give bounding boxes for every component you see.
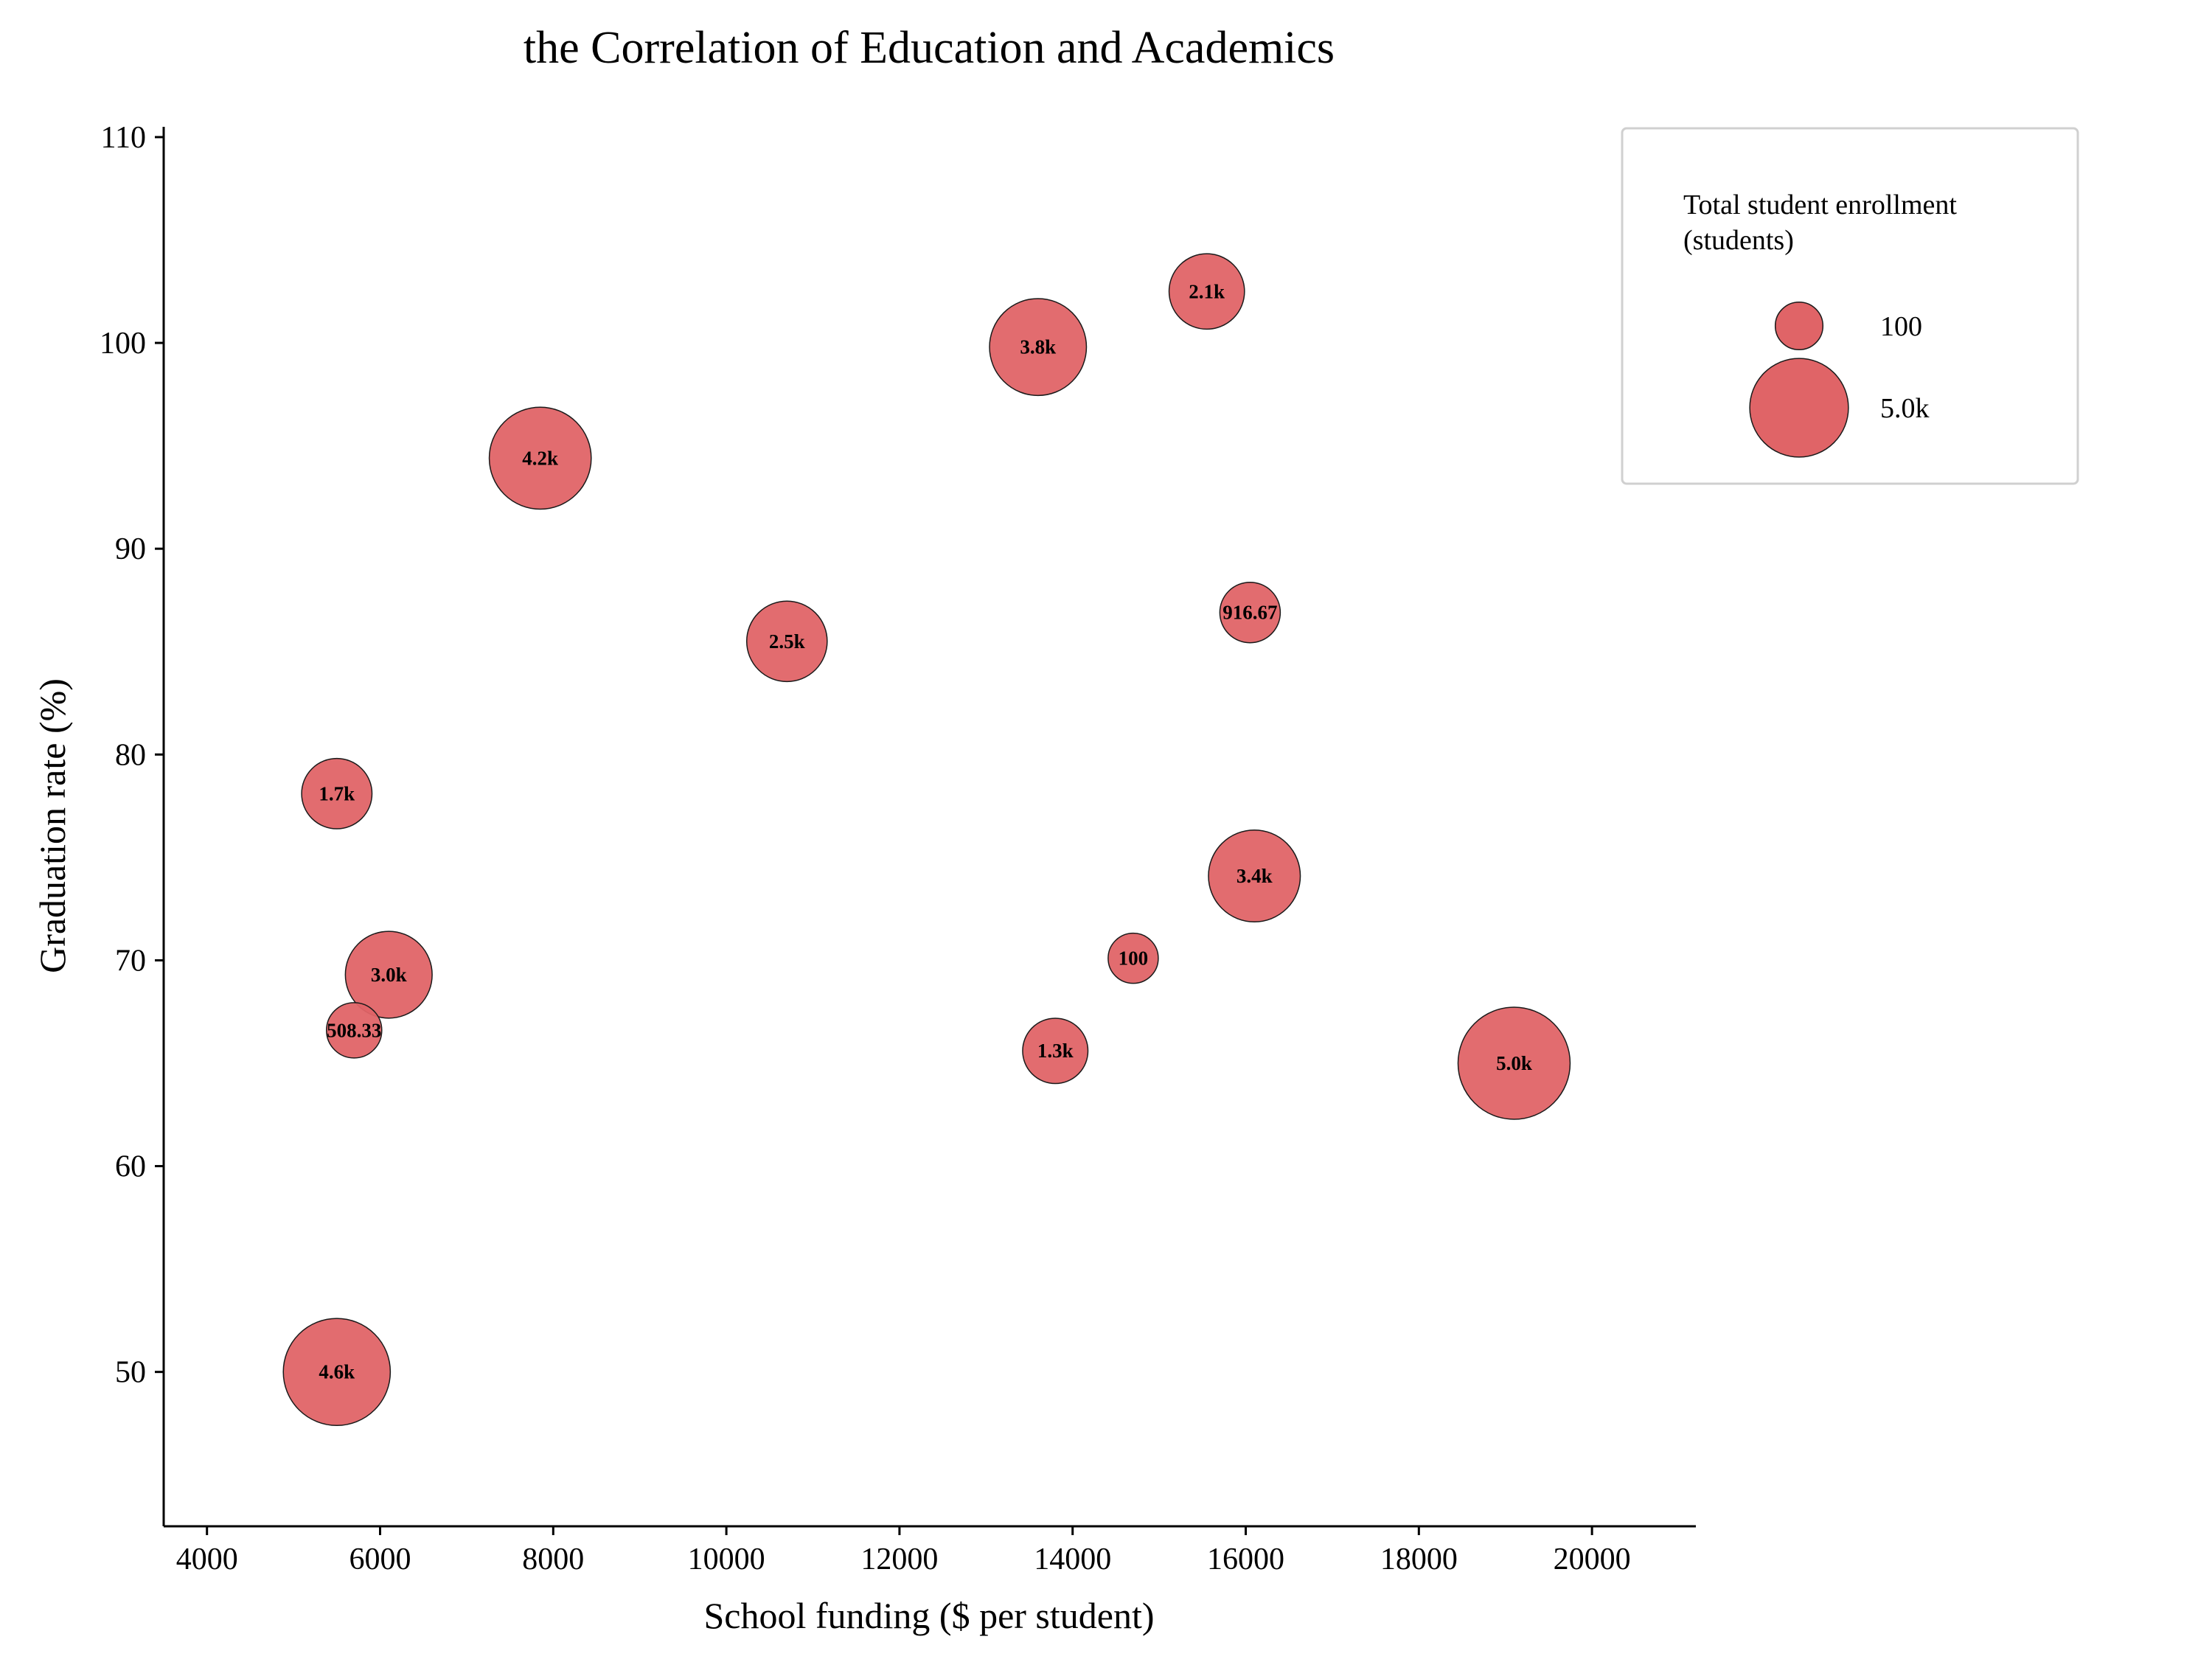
bubble-value-label: 5.0k <box>1496 1052 1532 1074</box>
y-tick-label: 70 <box>115 944 146 978</box>
data-bubble <box>1107 932 1159 984</box>
chart-title: the Correlation of Education and Academi… <box>524 23 1335 73</box>
y-tick-label: 80 <box>115 738 146 772</box>
legend-entries: 100 5.0k <box>1749 301 1930 458</box>
bubble-value-label: 916.67 <box>1222 602 1277 624</box>
legend-box <box>1621 127 2079 485</box>
legend-bubble <box>1774 301 1824 351</box>
x-tick-label: 12000 <box>860 1543 938 1576</box>
bubble-value-label: 3.8k <box>1020 336 1056 358</box>
x-tick-label: 14000 <box>1034 1543 1111 1576</box>
x-tick-label: 20000 <box>1554 1543 1631 1576</box>
bubble-value-label: 2.1k <box>1189 280 1225 302</box>
data-bubble <box>301 757 373 830</box>
legend-bubble <box>1749 358 1849 458</box>
bubble-value-label: 4.2k <box>522 447 558 469</box>
y-tick-label: 100 <box>100 327 146 361</box>
legend-entry-label: 100 <box>1880 311 1922 342</box>
bubble-value-label: 4.6k <box>319 1361 355 1383</box>
bubble-value-label: 1.7k <box>319 782 355 804</box>
bubble-layer: 2.1k 3.8k 4.2k 2.5k 916.67 1.7k 3.4k 100 3.0k 508… <box>282 253 1571 1426</box>
bubble-value-label: 100 <box>1119 947 1149 970</box>
bubble-value-label: 3.4k <box>1237 865 1273 887</box>
data-bubble <box>1208 829 1301 923</box>
data-bubble <box>1457 1006 1571 1120</box>
x-tick-label: 4000 <box>176 1543 238 1576</box>
x-axis-label: School funding ($ per student) <box>703 1595 1154 1636</box>
data-bubble <box>1022 1018 1089 1085</box>
y-tick-label: 50 <box>115 1356 146 1390</box>
x-tick-label: 10000 <box>688 1543 765 1576</box>
legend-title-line2: (students) <box>1683 225 1794 256</box>
bubble-value-label: 508.33 <box>327 1019 381 1041</box>
legend: Total student enrollment (students) 100 5… <box>1621 127 2079 485</box>
data-bubble <box>282 1318 392 1426</box>
x-tick-label: 6000 <box>349 1543 411 1576</box>
y-tick-label: 110 <box>101 121 146 155</box>
y-axis-label: Graduation rate (%) <box>32 678 73 973</box>
y-tick-label: 90 <box>115 532 146 566</box>
legend-title-line1: Total student enrollment <box>1683 189 1957 220</box>
bubble-value-label: 3.0k <box>371 964 407 986</box>
x-tick-label: 18000 <box>1380 1543 1458 1576</box>
data-bubble <box>989 298 1088 397</box>
bubble-value-label: 2.5k <box>769 630 805 653</box>
y-tick-label: 60 <box>115 1150 146 1184</box>
data-bubble <box>488 406 592 510</box>
data-bubble <box>1219 581 1281 644</box>
data-bubble <box>344 931 433 1019</box>
axis-ticks: 4000 6000 8000 10000 12000 14000 16000 18000 200… <box>100 121 1631 1576</box>
data-bubble <box>745 600 828 683</box>
data-bubble <box>326 1002 383 1059</box>
bubble-value-label: 1.3k <box>1037 1040 1074 1062</box>
data-bubble <box>1168 253 1245 330</box>
x-tick-label: 16000 <box>1207 1543 1284 1576</box>
legend-entry-label: 5.0k <box>1880 393 1930 424</box>
x-tick-label: 8000 <box>522 1543 584 1576</box>
